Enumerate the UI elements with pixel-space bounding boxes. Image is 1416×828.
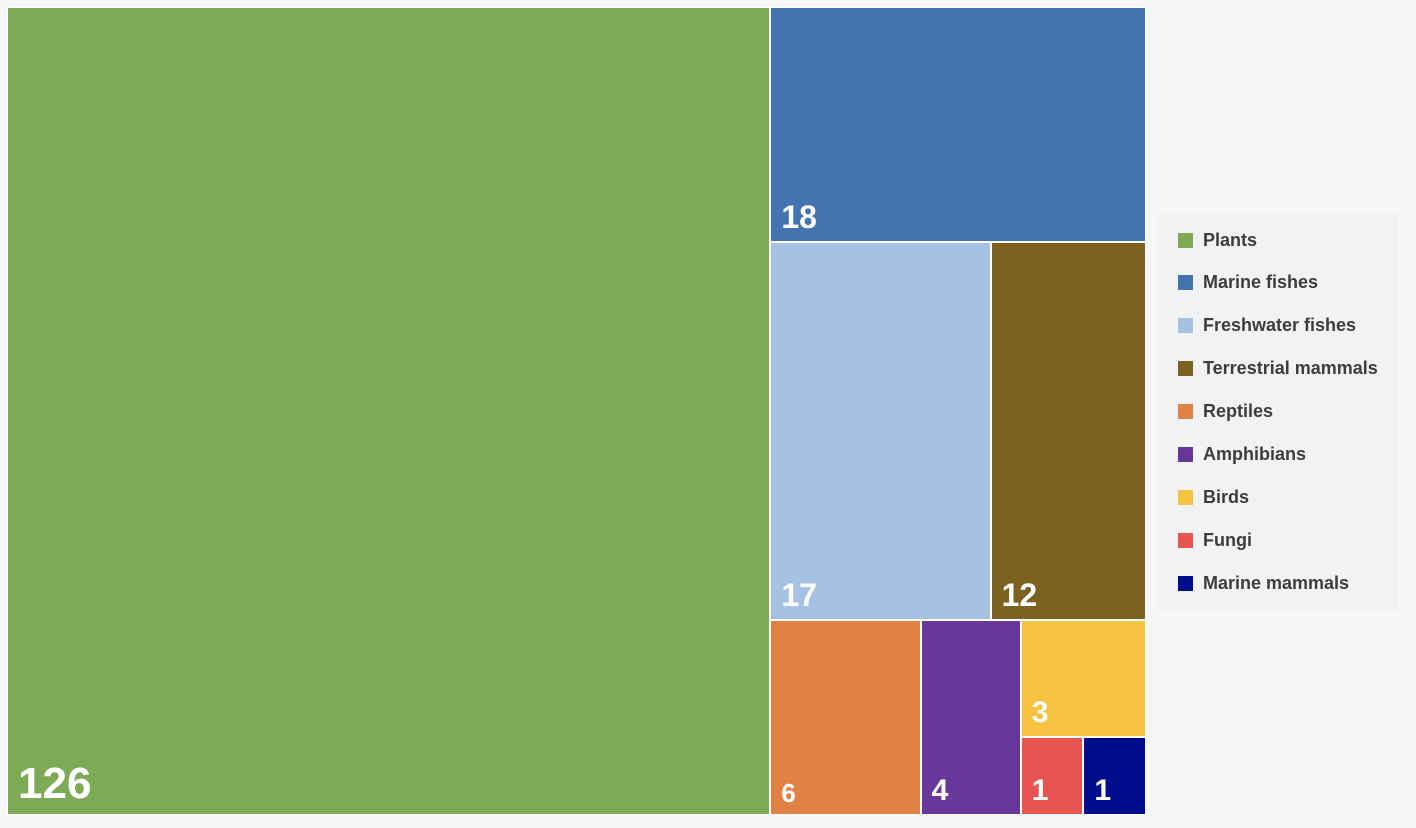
legend: Plants Marine fishes Freshwater fishes Terr…: [1157, 213, 1398, 611]
data-label: 3: [1031, 695, 1049, 729]
legend-label: Reptiles: [1203, 401, 1274, 422]
legend-label: Plants: [1203, 229, 1258, 250]
legend-item-terrestrial-mammals[interactable]: Terrestrial mammals: [1178, 358, 1378, 379]
legend-label: Freshwater fishes: [1203, 315, 1357, 336]
legend-swatch: [1178, 404, 1193, 420]
treemap-tile-amphibians[interactable]: 4: [920, 619, 1021, 815]
data-label: 17: [781, 576, 817, 613]
legend-swatch: [1178, 575, 1193, 591]
legend-item-reptiles[interactable]: Reptiles: [1178, 401, 1274, 422]
legend-item-freshwater-fishes[interactable]: Freshwater fishes: [1178, 315, 1357, 336]
legend-swatch: [1178, 532, 1193, 548]
legend-item-marine-fishes[interactable]: Marine fishes: [1178, 272, 1319, 293]
legend-label: Marine fishes: [1203, 272, 1319, 293]
legend-item-fungi[interactable]: Fungi: [1178, 530, 1252, 550]
legend-label: Fungi: [1203, 529, 1252, 550]
data-label: 1: [1031, 773, 1049, 807]
treemap-tile-plants[interactable]: 126: [7, 7, 771, 815]
treemap-tile-reptiles[interactable]: 6: [770, 619, 921, 815]
legend-item-birds[interactable]: Birds: [1178, 487, 1249, 507]
data-label: 126: [18, 759, 92, 808]
legend-swatch: [1178, 275, 1193, 291]
data-label: 18: [781, 198, 817, 235]
legend-swatch: [1178, 232, 1193, 248]
data-label: 1: [1094, 773, 1112, 807]
legend-label: Amphibians: [1203, 444, 1307, 464]
legend-swatch: [1178, 489, 1193, 505]
data-label: 6: [781, 777, 796, 808]
data-label: 4: [931, 773, 949, 807]
treemap-tile-terrestrial-mammals[interactable]: 12: [990, 241, 1146, 620]
legend-swatch: [1178, 361, 1193, 377]
treemap-tile-fungi[interactable]: 1: [1020, 736, 1084, 815]
legend-label: Terrestrial mammals: [1203, 358, 1378, 379]
treemap-tile-marine-fishes[interactable]: 18: [770, 7, 1146, 242]
legend-swatch: [1178, 318, 1193, 334]
legend-item-plants[interactable]: Plants: [1178, 230, 1257, 250]
legend-label: Birds: [1203, 486, 1250, 507]
legend-item-amphibians[interactable]: Amphibians: [1178, 444, 1307, 465]
treemap-tile-freshwater-fishes[interactable]: 17: [770, 241, 991, 620]
legend-swatch: [1178, 447, 1193, 462]
legend-item-marine-mammals[interactable]: Marine mammals: [1178, 573, 1349, 593]
treemap-tile-birds[interactable]: 3: [1020, 619, 1146, 737]
data-label: 12: [1001, 576, 1038, 613]
treemap-tile-marine-mammals[interactable]: 1: [1083, 736, 1146, 815]
legend-label: Marine mammals: [1203, 572, 1350, 593]
